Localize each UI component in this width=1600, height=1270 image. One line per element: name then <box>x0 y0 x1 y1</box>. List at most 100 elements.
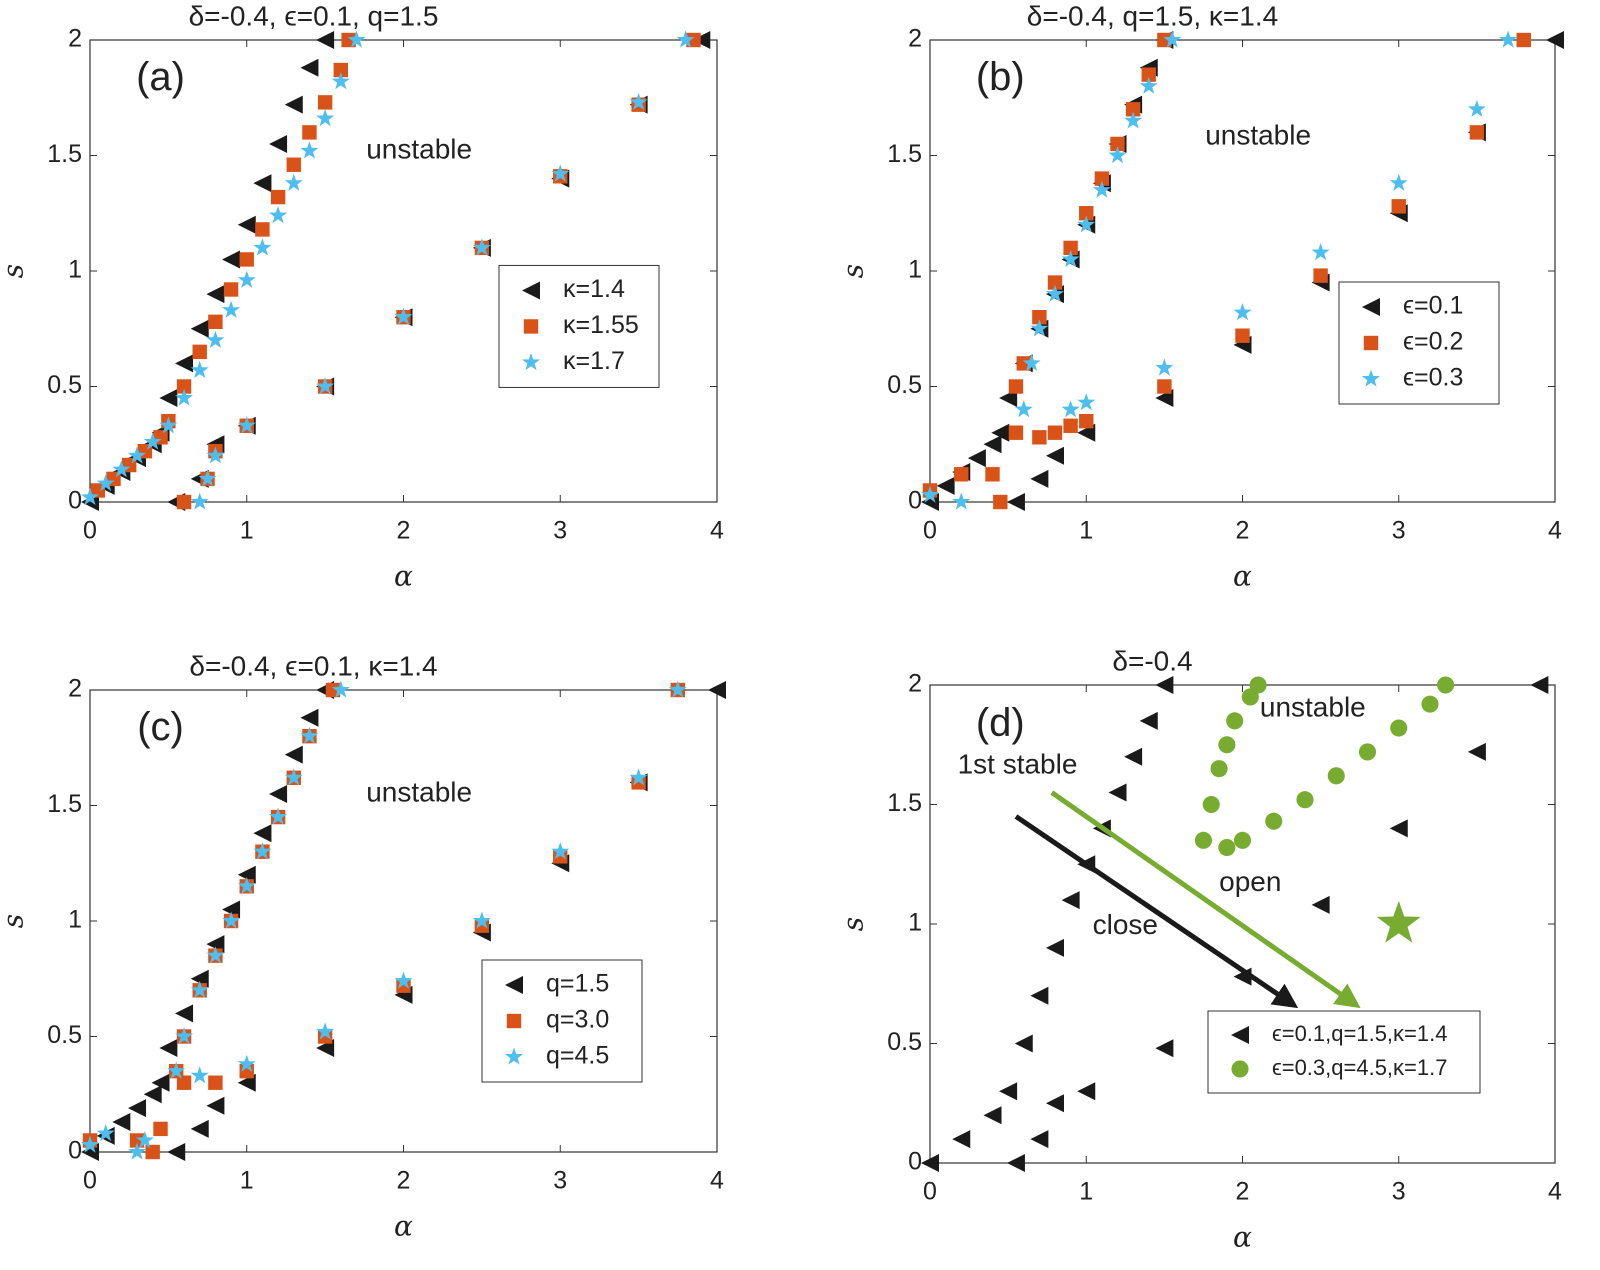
y-tick-label: 0.5 <box>47 371 82 399</box>
legend-label: q=4.5 <box>546 1042 609 1070</box>
point <box>1530 676 1549 694</box>
point <box>128 1142 146 1160</box>
point <box>394 971 413 989</box>
point <box>284 745 303 764</box>
point <box>112 1112 131 1131</box>
point <box>1139 711 1158 730</box>
point <box>331 72 350 90</box>
point <box>1032 430 1047 445</box>
y-axis-label: s <box>0 264 30 278</box>
y-tick-label: 0 <box>68 487 82 515</box>
point <box>237 270 256 288</box>
panel-label: (b) <box>976 55 1025 99</box>
point <box>991 423 1010 442</box>
point <box>1014 400 1033 418</box>
point <box>1110 136 1125 152</box>
x-tick-label: 4 <box>710 517 724 545</box>
x-tick-label: 0 <box>923 517 937 545</box>
point <box>300 708 319 727</box>
point <box>921 485 939 503</box>
point <box>300 726 319 744</box>
legend-label: ϵ=0.1,q=1.5,κ=1.4 <box>1272 1021 1447 1046</box>
y-tick-label: 2 <box>908 25 922 53</box>
point <box>936 476 955 495</box>
x-axis-label: α <box>394 560 413 593</box>
point <box>1391 199 1406 214</box>
star-icon <box>1376 900 1421 943</box>
point <box>1006 1154 1025 1172</box>
y-tick-label: 1.5 <box>887 789 922 817</box>
legend-marker <box>506 1013 522 1029</box>
legend-label: ϵ=0.1 <box>1403 292 1463 320</box>
point <box>300 58 319 77</box>
y-axis-label: s <box>0 914 30 928</box>
y-tick-label: 2 <box>908 670 922 698</box>
point <box>1047 425 1063 440</box>
legend-marker <box>1362 298 1380 316</box>
x-axis-label: α <box>1233 560 1252 593</box>
point <box>159 1039 178 1058</box>
point <box>316 109 335 127</box>
point <box>222 300 241 318</box>
point <box>1210 760 1228 778</box>
legend-label: ϵ=0.3,q=4.5,κ=1.7 <box>1272 1055 1447 1080</box>
point <box>1124 111 1143 129</box>
point <box>175 354 194 373</box>
legend-marker <box>505 976 523 994</box>
point <box>1157 379 1172 394</box>
point <box>190 1066 209 1084</box>
point <box>1077 393 1096 411</box>
y-tick-label: 0 <box>908 487 922 515</box>
point <box>1008 425 1024 440</box>
point <box>208 1075 223 1090</box>
point <box>394 307 413 325</box>
point <box>286 157 301 172</box>
point <box>1155 358 1174 376</box>
point <box>1499 30 1518 48</box>
point <box>284 95 303 114</box>
legend-box <box>1207 1010 1481 1094</box>
point <box>1226 712 1244 730</box>
point <box>1141 67 1156 82</box>
point <box>206 446 225 464</box>
x-tick-label: 2 <box>1236 517 1250 545</box>
point <box>208 314 223 330</box>
point <box>1155 1039 1174 1058</box>
point <box>175 1004 194 1023</box>
point <box>190 492 209 510</box>
point <box>1390 719 1408 737</box>
point <box>269 134 288 153</box>
point <box>1467 742 1486 761</box>
point <box>952 492 971 510</box>
legend-label: κ=1.4 <box>563 275 625 303</box>
point <box>223 282 239 297</box>
point <box>983 435 1002 454</box>
legend-marker <box>1231 1060 1249 1078</box>
point <box>472 238 491 256</box>
y-tick-label: 2 <box>68 25 82 53</box>
point <box>1030 469 1049 488</box>
point <box>967 449 986 468</box>
point <box>1125 102 1141 117</box>
point <box>255 222 270 237</box>
arrow <box>1014 814 1299 1009</box>
point <box>145 1144 160 1160</box>
point <box>253 174 272 193</box>
point <box>237 416 256 434</box>
point <box>1030 319 1049 337</box>
point <box>269 206 288 224</box>
point <box>175 388 193 406</box>
annotation: unstable <box>1205 119 1311 150</box>
point <box>167 1143 186 1161</box>
y-tick-label: 1 <box>68 256 82 284</box>
point <box>190 319 209 338</box>
point <box>1061 400 1080 418</box>
x-tick-label: 4 <box>1548 517 1562 545</box>
point <box>1235 328 1250 343</box>
point <box>237 876 256 894</box>
point <box>192 344 207 360</box>
x-tick-label: 1 <box>240 517 254 545</box>
point <box>1469 125 1485 140</box>
x-tick-label: 4 <box>1548 1178 1562 1206</box>
point <box>81 487 99 505</box>
